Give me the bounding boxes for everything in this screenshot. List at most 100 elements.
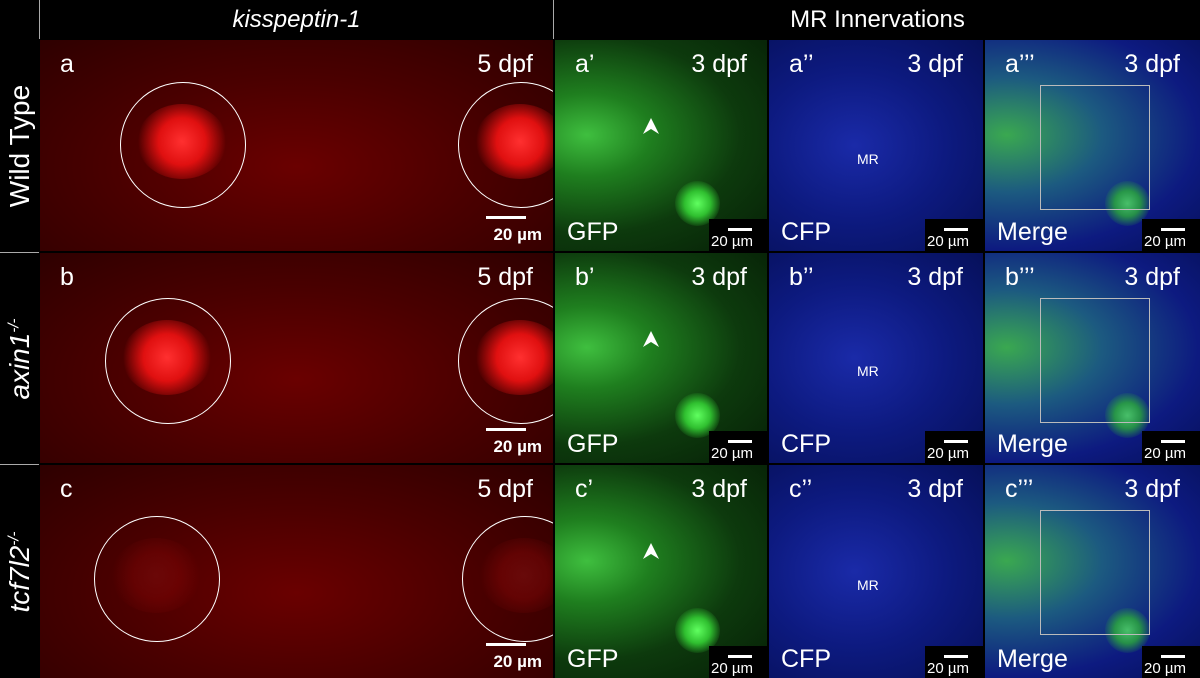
panel-letter: c’’ <box>789 475 813 503</box>
arrowhead <box>643 543 659 559</box>
corner <box>0 0 40 39</box>
panel-letter: c’ <box>575 475 594 503</box>
channel-label: CFP <box>781 218 831 246</box>
channel-label: GFP <box>567 645 619 673</box>
stage-label: 3 dpf <box>907 475 963 503</box>
fluorescence-signal <box>1105 393 1150 438</box>
stage-label: 3 dpf <box>691 50 747 78</box>
channel-label: Merge <box>997 430 1068 458</box>
scale-bar <box>944 228 968 231</box>
scale-bar <box>728 440 752 443</box>
arrowhead <box>643 331 659 347</box>
panel-letter: c’’’ <box>1005 475 1034 503</box>
region-circle <box>120 82 246 208</box>
scale-bar <box>1161 440 1185 443</box>
scale-bar <box>944 655 968 658</box>
region-box <box>1040 85 1150 210</box>
fluorescence-signal <box>675 608 720 653</box>
image-panel: a’’’ 3 dpf Merge 20 µm <box>985 40 1200 251</box>
row-label-text: Wild Type <box>4 85 36 207</box>
image-panel: c’’’ 3 dpf Merge 20 µm <box>985 465 1200 678</box>
scale-label: 20 µm <box>927 445 969 462</box>
stage-label: 5 dpf <box>477 263 533 291</box>
scale-box: 20 µm <box>1142 431 1200 463</box>
scale-label: 20 µm <box>493 437 542 456</box>
panel-letter: b’’ <box>789 263 814 291</box>
column-header: MR Innervations <box>555 0 1200 39</box>
image-panel: a 5 dpf 20 µm <box>40 40 553 251</box>
scale-label: 20 µm <box>711 445 753 462</box>
stage-label: 5 dpf <box>477 50 533 78</box>
row-label: tcf7l2-/- <box>0 465 39 678</box>
panel-letter: b <box>60 263 74 291</box>
structure-label: MR <box>857 577 879 593</box>
region-circle <box>94 516 220 642</box>
channel-label: Merge <box>997 645 1068 673</box>
panel-letter: a’ <box>575 50 595 78</box>
gene-name: axin1 <box>3 332 35 400</box>
fluorescence-signal <box>675 181 720 226</box>
scale-label: 20 µm <box>711 660 753 677</box>
image-panel: c’ 3 dpf GFP 20 µm <box>555 465 767 678</box>
scale-label: 20 µm <box>493 225 542 244</box>
image-panel: b’’’ 3 dpf Merge 20 µm <box>985 253 1200 463</box>
channel-label: GFP <box>567 430 619 458</box>
region-circle <box>462 516 553 642</box>
scale-bar <box>486 643 526 646</box>
channel-label: CFP <box>781 430 831 458</box>
row-label: Wild Type <box>0 40 39 253</box>
fluorescence-signal <box>1105 608 1150 653</box>
stage-label: 3 dpf <box>691 263 747 291</box>
scale-label: 20 µm <box>1144 445 1186 462</box>
image-panel: a’’ 3 dpf CFP MR 20 µm <box>769 40 983 251</box>
stage-label: 3 dpf <box>1124 50 1180 78</box>
scale-bar <box>486 216 526 219</box>
scale-label: 20 µm <box>927 660 969 677</box>
stage-label: 3 dpf <box>1124 475 1180 503</box>
structure-label: MR <box>857 363 879 379</box>
scale-box: 20 µm <box>709 219 767 251</box>
channel-label: GFP <box>567 218 619 246</box>
panel-letter: b’’’ <box>1005 263 1035 291</box>
scale-bar <box>1161 228 1185 231</box>
scale-box: 20 µm <box>925 646 983 678</box>
stage-label: 5 dpf <box>477 475 533 503</box>
panel-letter: a’’ <box>789 50 814 78</box>
scale-box: 20 µm <box>925 431 983 463</box>
region-box <box>1040 298 1150 423</box>
scale-box: 20 µm <box>925 219 983 251</box>
scale-bar <box>1161 655 1185 658</box>
stage-label: 3 dpf <box>907 263 963 291</box>
image-panel: b 5 dpf 20 µm <box>40 253 553 463</box>
fluorescence-signal <box>675 393 720 438</box>
gene-name: Wild Type <box>3 84 35 208</box>
region-circle <box>458 82 553 208</box>
region-box <box>1040 510 1150 635</box>
scale-label: 20 µm <box>493 652 542 671</box>
genotype: -/- <box>5 317 23 333</box>
scale-box: 20 µm <box>709 431 767 463</box>
row-label-text: tcf7l2-/- <box>4 531 36 612</box>
panel-letter: a <box>60 50 74 78</box>
stage-label: 3 dpf <box>1124 263 1180 291</box>
image-panel: a’ 3 dpf GFP 20 µm <box>555 40 767 251</box>
channel-label: Merge <box>997 218 1068 246</box>
scale-box: 20 µm <box>709 646 767 678</box>
panel-letter: a’’’ <box>1005 50 1035 78</box>
image-panel: c 5 dpf 20 µm <box>40 465 553 678</box>
stage-label: 3 dpf <box>907 50 963 78</box>
image-panel: b’’ 3 dpf CFP MR 20 µm <box>769 253 983 463</box>
scale-bar <box>486 428 526 431</box>
image-panel: c’’ 3 dpf CFP MR 20 µm <box>769 465 983 678</box>
scale-bar <box>728 228 752 231</box>
region-circle <box>458 298 553 424</box>
channel-label: CFP <box>781 645 831 673</box>
arrowhead <box>643 118 659 134</box>
scale-label: 20 µm <box>927 233 969 250</box>
row-label-text: axin1-/- <box>4 318 36 399</box>
column-header: kisspeptin-1 <box>40 0 554 39</box>
row-label: axin1-/- <box>0 253 39 465</box>
scale-label: 20 µm <box>711 233 753 250</box>
image-panel: b’ 3 dpf GFP 20 µm <box>555 253 767 463</box>
